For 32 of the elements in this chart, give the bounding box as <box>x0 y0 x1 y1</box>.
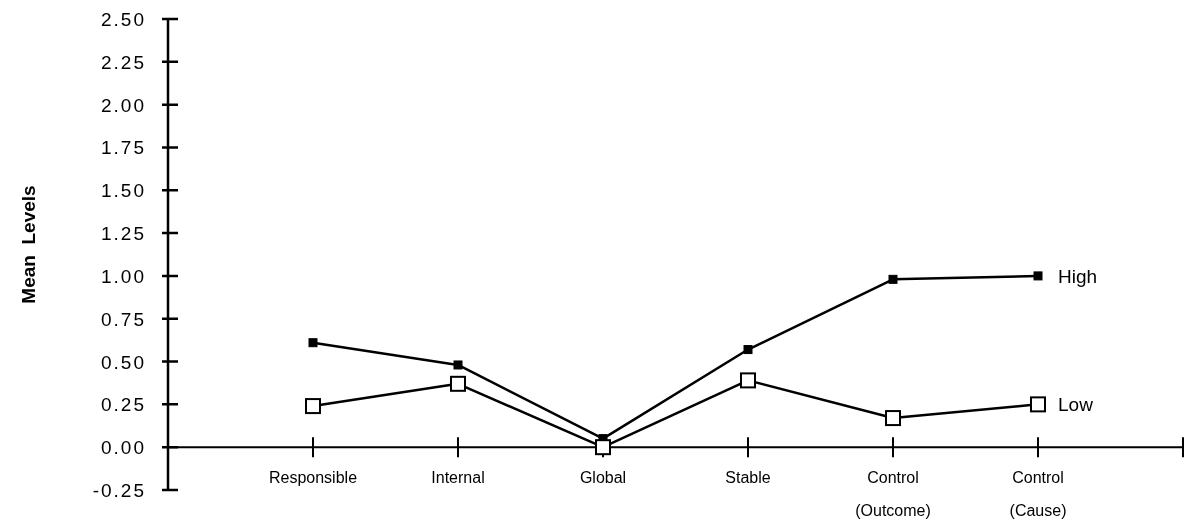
point <box>1030 396 1046 413</box>
y-tick-label: 1.50 <box>101 180 146 202</box>
point <box>740 372 756 389</box>
series-label: Low <box>1058 394 1094 416</box>
y-tick-label: 1.00 <box>101 265 146 287</box>
point <box>308 338 318 348</box>
y-tick-label: 0.75 <box>101 308 146 330</box>
point <box>305 398 321 415</box>
y-tick-label: 2.25 <box>101 51 146 73</box>
y-tick-label: 2.50 <box>101 9 146 30</box>
point <box>450 375 466 392</box>
x-tick-label: Global <box>579 469 627 487</box>
point <box>453 360 463 370</box>
series-label: High <box>1058 265 1098 287</box>
x-tick-label: Control (Cause) <box>1009 469 1067 520</box>
y-tick-label: 0.50 <box>101 351 146 373</box>
y-tick-label: 1.25 <box>101 223 146 245</box>
y-tick-label: 2.00 <box>101 94 146 116</box>
point <box>743 345 753 355</box>
y-tick-label: 0.00 <box>101 437 146 459</box>
x-tick-label: Stable <box>725 469 771 487</box>
y-tick-label: 1.75 <box>101 137 146 159</box>
y-axis-title: Mean Levels <box>18 185 39 304</box>
x-tick-label: Responsible <box>268 469 358 487</box>
point <box>885 410 901 427</box>
point <box>1033 271 1043 281</box>
y-tick-label: -0.25 <box>92 480 146 501</box>
y-tick-label: 0.25 <box>101 394 146 416</box>
x-tick-label: Control (Outcome) <box>855 469 931 520</box>
x-tick-label: Internal <box>431 469 485 487</box>
point <box>595 439 611 456</box>
point <box>888 274 898 284</box>
